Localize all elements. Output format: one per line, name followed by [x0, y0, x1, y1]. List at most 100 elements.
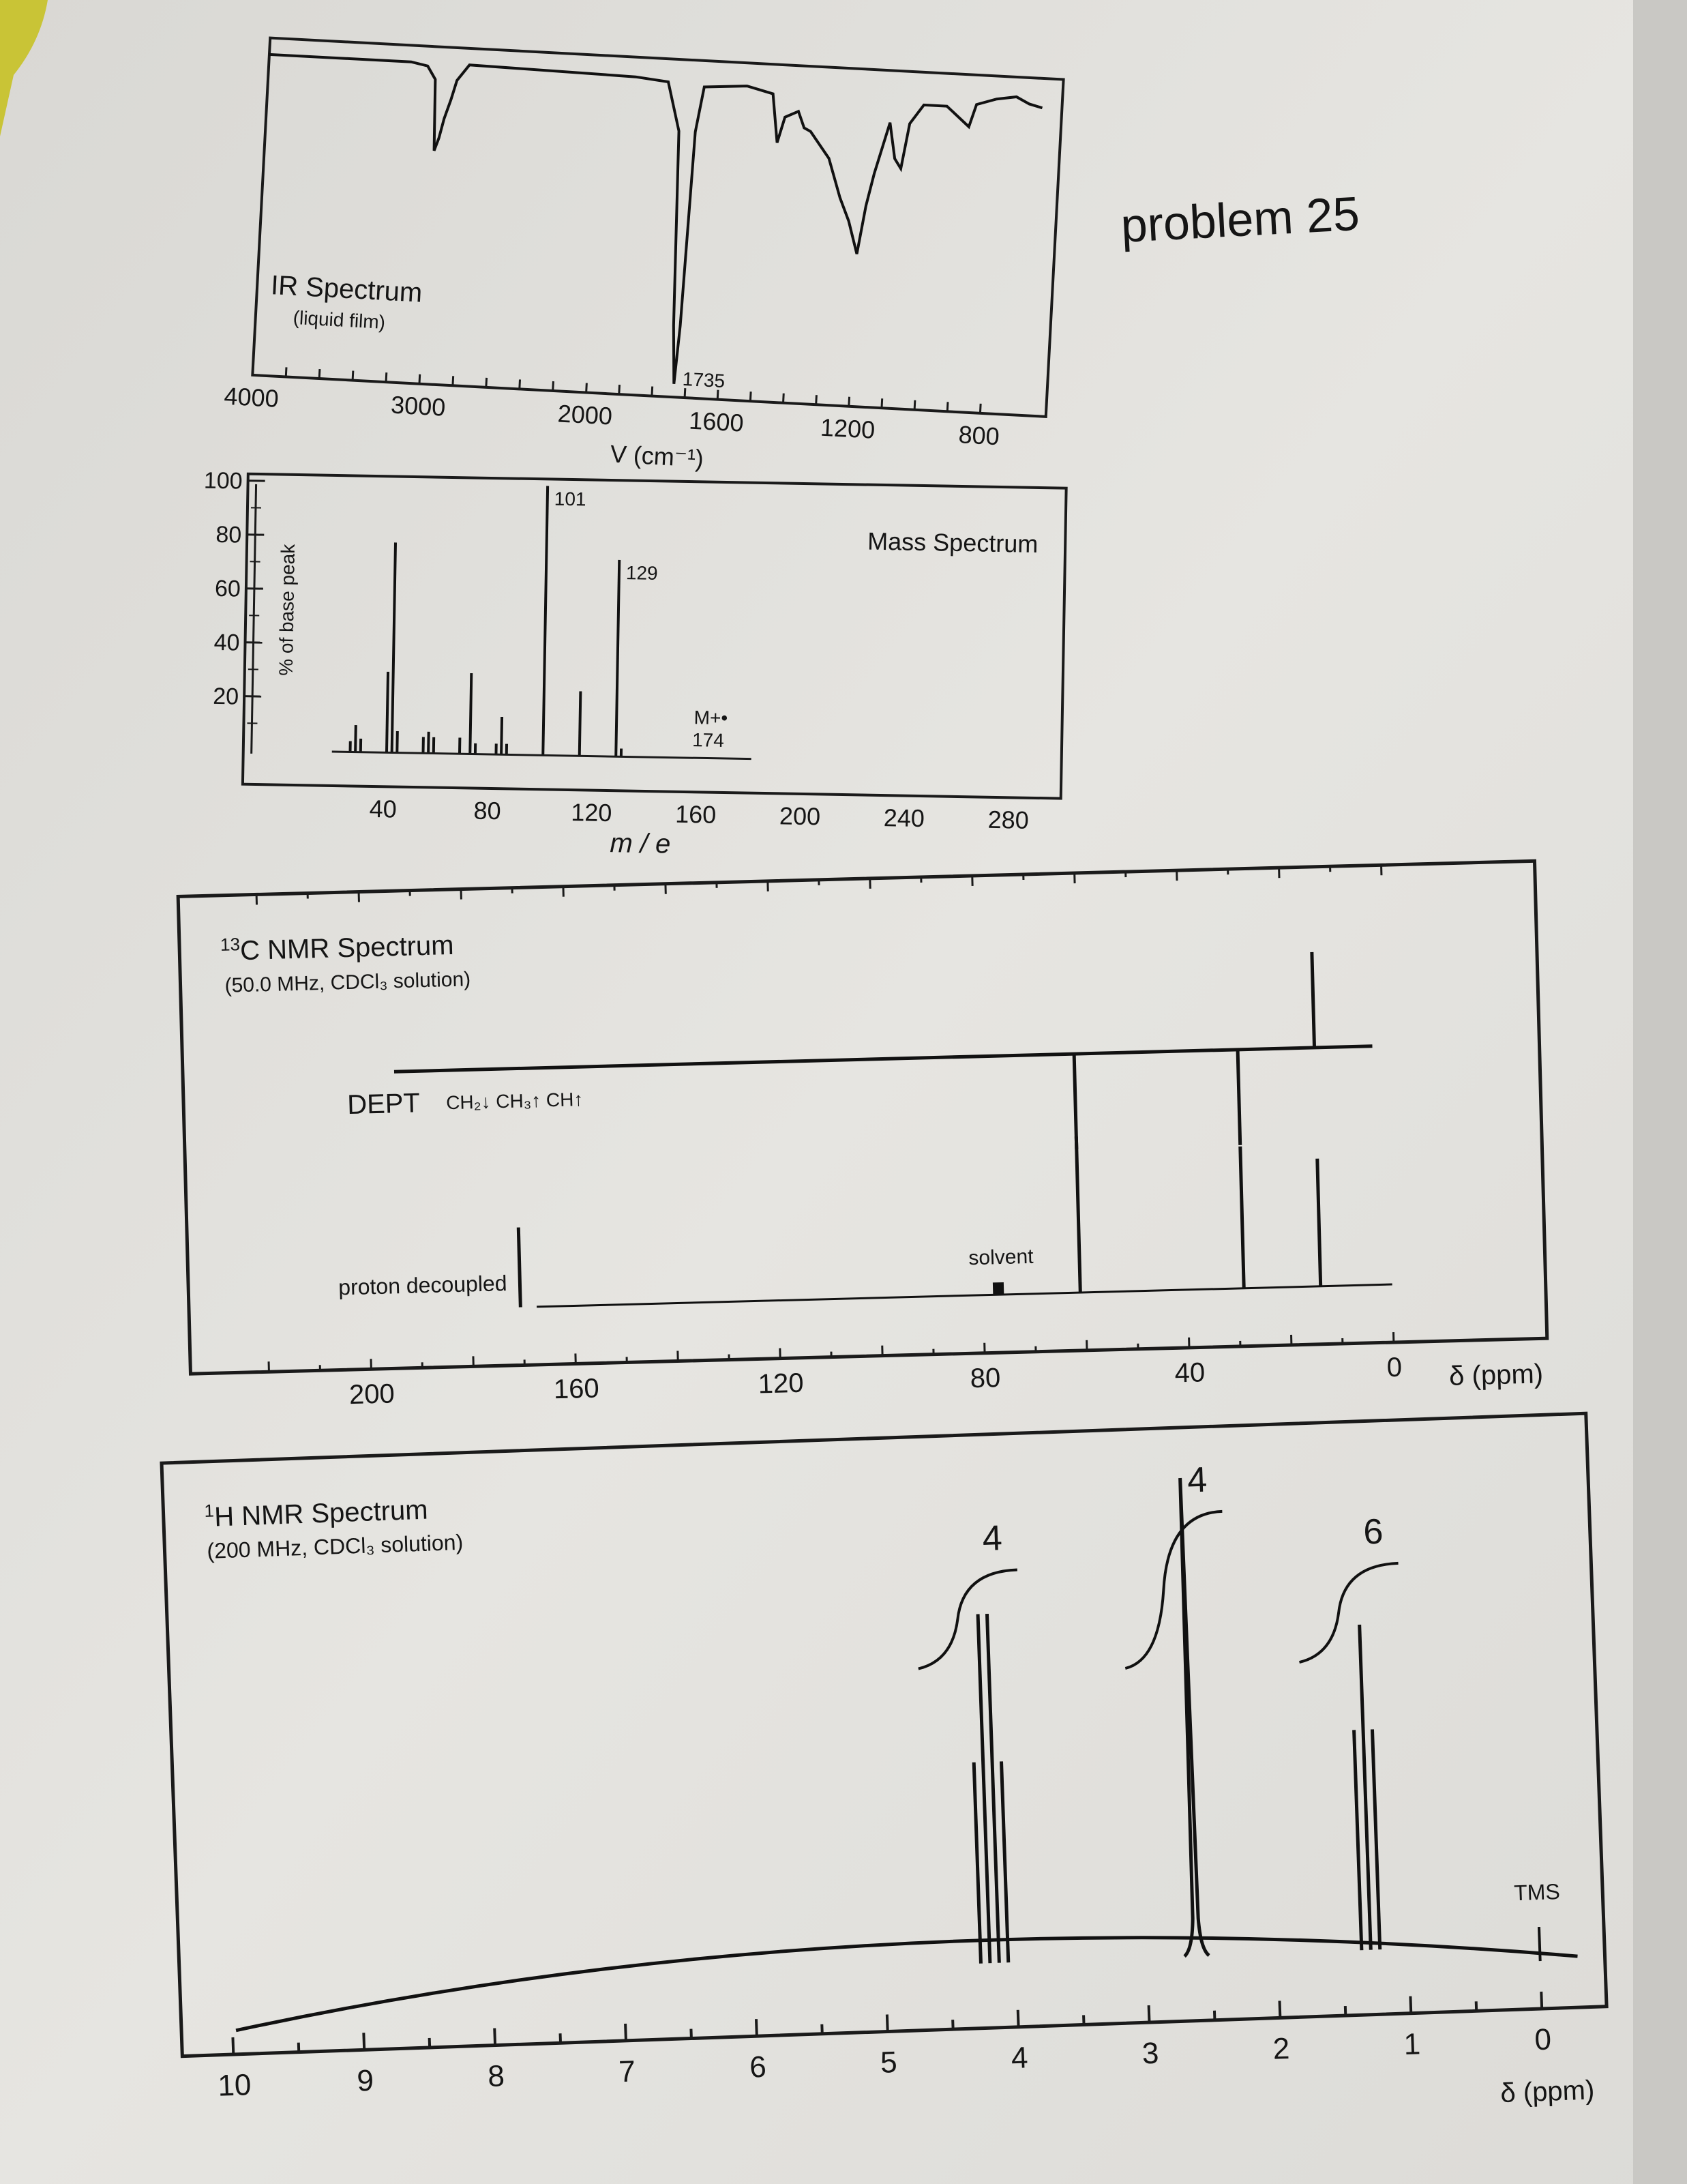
mass-x-tick-label: 120	[571, 798, 612, 827]
c13-decoupled-peak	[1074, 1136, 1082, 1293]
mass-y-axis-line	[250, 484, 258, 754]
ir-spectrum-trace	[269, 53, 1043, 384]
h1-x-tick-label: 10	[218, 2068, 252, 2103]
dept-legend: CH₂↓ CH₃↑ CH↑	[446, 1089, 584, 1113]
h1-integral-curve	[1124, 1509, 1223, 1670]
mass-x-tick-label: 240	[884, 803, 925, 832]
h1-x-tick-mark	[1278, 2001, 1282, 2018]
h1-baseline	[235, 1936, 1578, 2033]
ir-x-axis-label: V (cm⁻¹)	[610, 440, 704, 473]
tms-peak	[1537, 1926, 1542, 1962]
mass-x-tick-label: 200	[779, 801, 821, 830]
c13-x-axis-label: δ (ppm)	[1449, 1359, 1544, 1391]
ir-x-tick-mark	[782, 393, 785, 403]
mass-peaks: 101 129	[348, 486, 658, 757]
h1-x-tick-mark	[885, 2014, 889, 2032]
ir-x-tick-mark	[618, 385, 621, 395]
mass-peak	[578, 691, 582, 756]
c13-decoupled-peak	[516, 1227, 522, 1308]
ir-frame	[251, 36, 1065, 418]
h1-x-tick-label: 4	[1011, 2041, 1028, 2075]
mass-peak	[385, 671, 390, 753]
ir-x-tick-mark	[418, 374, 421, 384]
h1-title: 1H NMR Spectrum	[204, 1493, 428, 1533]
mass-y-axis-label: % of base peak	[275, 543, 299, 676]
c13-dept-peak	[1072, 1054, 1079, 1150]
h1-title-sup: 1	[204, 1501, 215, 1521]
ir-x-tick-mark	[651, 386, 654, 396]
ir-x-tick-mark	[251, 365, 254, 375]
c13-title-sup: 13	[220, 934, 241, 955]
page-edge-shadow	[1633, 0, 1687, 2184]
ir-x-tick-mark	[485, 377, 488, 387]
mass-peak-label: 101	[554, 488, 586, 510]
h1-multiplet-line	[985, 1613, 1001, 1963]
ir-x-tick-label: 1200	[820, 413, 876, 444]
h1-multiplet-line	[1352, 1730, 1364, 1951]
h1-x-tick-label: 7	[618, 2054, 636, 2089]
ir-subtitle: (liquid film)	[293, 307, 386, 333]
mass-x-tick-label: 40	[369, 795, 397, 823]
h1-x-tick-mark	[1540, 1991, 1544, 2009]
h1-integral-label: 6	[1362, 1512, 1384, 1552]
h1-x-tick-mark	[362, 2033, 366, 2050]
ir-x-tick-mark	[318, 368, 321, 379]
h1-x-tick-label: 9	[357, 2064, 374, 2098]
h1-x-tick-label: 2	[1272, 2032, 1290, 2066]
mass-x-tick-label: 280	[987, 806, 1029, 834]
c13-dept-peak	[1310, 951, 1317, 1048]
dept-baseline	[393, 1044, 1373, 1074]
h1-x-tick-label: 3	[1141, 2037, 1159, 2071]
h1-x-tick-label: 5	[880, 2046, 897, 2080]
solvent-label: solvent	[968, 1245, 1034, 1269]
solvent-peak	[992, 1282, 1004, 1295]
h1-x-tick-mark	[493, 2028, 497, 2046]
mass-frame	[241, 472, 1068, 800]
c13-x-tick-label: 160	[553, 1374, 599, 1405]
c13-x-tick-label: 80	[970, 1363, 1001, 1393]
h1-multiplet-line	[999, 1761, 1011, 1963]
c13-nmr-spectrum: 13C NMR Spectrum (50.0 MHz, CDCl₃ soluti…	[176, 859, 1549, 1410]
ir-x-tick-mark	[848, 396, 851, 407]
ir-x-tick-label: 1600	[688, 407, 744, 437]
h1-integral-label: 4	[1186, 1460, 1208, 1501]
c13-x-tick-label: 40	[1174, 1357, 1206, 1388]
mass-peak-label: 129	[626, 562, 658, 584]
ir-x-tick-mark	[913, 400, 916, 410]
h1-multiplet-line	[976, 1614, 992, 1964]
ir-spectrum: IR Spectrum (liquid film) 1735 V (cm⁻¹) …	[224, 36, 1065, 473]
h1-x-tick-mark	[754, 2019, 758, 2037]
ir-x-tick-mark	[716, 389, 719, 400]
c13-x-tick-label: 200	[348, 1378, 395, 1410]
h1-frame	[160, 1411, 1609, 2058]
c13-title: 13C NMR Spectrum	[220, 928, 454, 966]
ir-x-axis: 4000 3000 2000 1600 1200 800	[224, 365, 1000, 450]
molecular-ion-label: M+•	[693, 707, 728, 728]
h1-x-axis-label: δ (ppm)	[1500, 2075, 1595, 2108]
corner-decoration	[0, 0, 48, 136]
mass-peak	[500, 716, 504, 755]
h1-title-rest: H NMR Spectrum	[214, 1495, 429, 1533]
ir-x-tick-mark	[979, 403, 982, 413]
mass-y-tick-label: 80	[215, 522, 241, 548]
ir-x-tick-mark	[552, 381, 554, 392]
molecular-ion-mass: 174	[692, 729, 724, 751]
h1-integrals: 4 4 6	[918, 1460, 1399, 1670]
mass-peak	[354, 725, 357, 752]
mass-title: Mass Spectrum	[867, 527, 1039, 558]
ir-x-tick-mark	[385, 372, 388, 383]
h1-integral-label: 4	[982, 1518, 1003, 1559]
c13-decoupled-peak	[1315, 1158, 1323, 1286]
ir-peak-label: 1735	[682, 368, 726, 392]
c13-dept-peak	[1236, 1049, 1242, 1145]
ir-x-tick-label: 3000	[390, 391, 446, 422]
c13-x-tick-label: 120	[758, 1368, 804, 1400]
mass-spectrum: Mass Spectrum % of base peak m / e M+• 1…	[204, 468, 1068, 859]
proton-decoupled-label: proton decoupled	[338, 1271, 507, 1299]
ir-x-tick-label: 4000	[224, 382, 280, 413]
problem-label: problem 25	[1120, 187, 1361, 252]
c13-title-rest: C NMR Spectrum	[240, 930, 454, 966]
h1-multiplet-line	[1370, 1729, 1382, 1950]
